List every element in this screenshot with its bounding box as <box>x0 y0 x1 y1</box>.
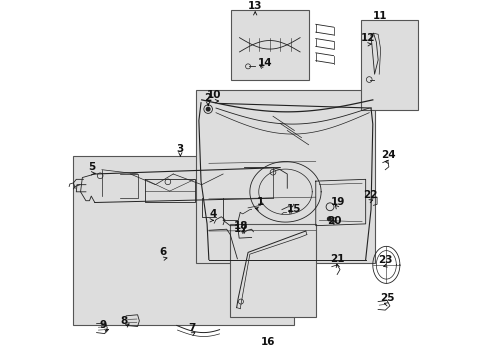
Text: 4: 4 <box>209 209 216 219</box>
Text: 24: 24 <box>381 150 395 161</box>
Text: 12: 12 <box>361 33 375 43</box>
Bar <box>230 224 315 316</box>
Text: 22: 22 <box>362 190 376 200</box>
Text: 18: 18 <box>233 221 248 231</box>
Bar <box>361 20 418 110</box>
Circle shape <box>327 217 330 221</box>
Text: 8: 8 <box>120 316 127 326</box>
Text: 3: 3 <box>176 144 183 154</box>
Bar <box>196 90 374 263</box>
Text: 17: 17 <box>233 224 248 234</box>
Bar <box>73 156 294 325</box>
Text: 14: 14 <box>257 58 272 68</box>
Text: 9: 9 <box>99 320 106 330</box>
Text: 16: 16 <box>260 337 274 347</box>
Text: 2: 2 <box>204 94 211 103</box>
Text: 25: 25 <box>380 293 394 303</box>
Text: 5: 5 <box>88 162 95 172</box>
Text: 6: 6 <box>159 247 166 257</box>
Text: 11: 11 <box>372 12 386 22</box>
Text: 20: 20 <box>326 216 341 226</box>
Bar <box>230 10 308 80</box>
Text: 1: 1 <box>256 198 264 207</box>
Text: 15: 15 <box>286 204 300 214</box>
Text: 10: 10 <box>206 90 221 100</box>
Text: 21: 21 <box>329 254 344 264</box>
Text: 7: 7 <box>188 323 195 333</box>
Text: 23: 23 <box>377 255 392 265</box>
Text: 19: 19 <box>330 197 345 207</box>
Circle shape <box>206 107 209 111</box>
Text: 13: 13 <box>247 1 262 12</box>
